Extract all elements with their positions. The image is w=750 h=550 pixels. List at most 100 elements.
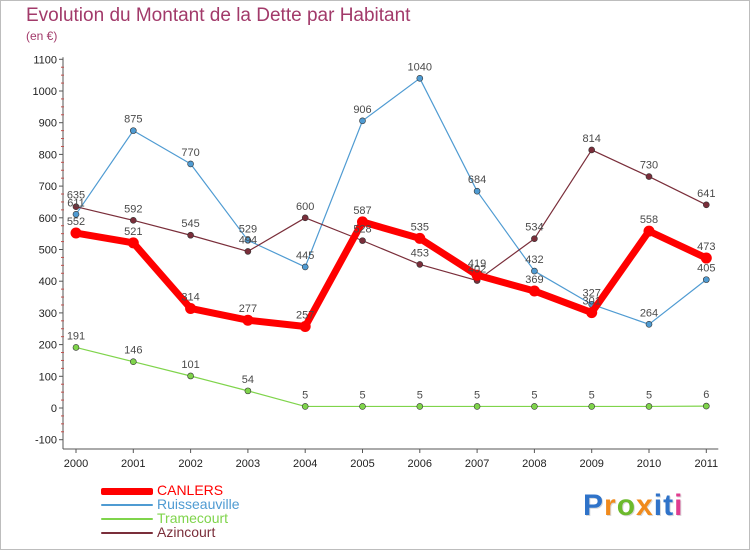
data-label-azincourt: 814 bbox=[583, 133, 601, 145]
x-tick-label: 2005 bbox=[350, 458, 374, 470]
data-label-ruisseauville: 529 bbox=[239, 223, 257, 235]
data-label-azincourt: 528 bbox=[353, 224, 371, 236]
legend-swatch bbox=[101, 532, 153, 534]
data-label-tramecourt: 5 bbox=[646, 389, 652, 401]
legend: CANLERS Ruisseauville Tramecourt Azincourt bbox=[101, 482, 361, 540]
y-tick-label: 900 bbox=[39, 118, 57, 130]
data-point-canlers bbox=[700, 252, 712, 264]
series-line-tramecourt bbox=[75, 346, 707, 408]
data-label-ruisseauville: 327 bbox=[583, 287, 601, 299]
data-point-azincourt bbox=[588, 146, 596, 154]
data-label-azincourt: 534 bbox=[525, 222, 543, 234]
data-label-canlers: 277 bbox=[239, 303, 257, 315]
legend-swatch bbox=[101, 488, 153, 495]
brand-logo: Proxiti bbox=[583, 489, 683, 523]
data-point-azincourt bbox=[244, 248, 252, 255]
y-tick-label: 600 bbox=[39, 213, 57, 225]
data-point-ruisseauville bbox=[645, 321, 653, 328]
data-point-ruisseauville bbox=[187, 160, 194, 168]
data-label-ruisseauville: 611 bbox=[67, 197, 85, 209]
data-point-tramecourt bbox=[72, 344, 80, 351]
y-tick-label: 300 bbox=[39, 308, 57, 320]
legend-item: Ruisseauville bbox=[101, 496, 361, 512]
data-point-azincourt bbox=[416, 261, 424, 268]
data-label-tramecourt: 5 bbox=[474, 389, 480, 401]
data-point-canlers bbox=[643, 225, 655, 237]
data-point-canlers bbox=[471, 269, 483, 281]
data-point-ruisseauville bbox=[301, 263, 309, 271]
data-point-tramecourt bbox=[702, 402, 710, 410]
data-point-azincourt bbox=[645, 173, 653, 180]
data-label-ruisseauville: 770 bbox=[181, 147, 199, 159]
data-point-azincourt bbox=[72, 203, 80, 211]
data-point-azincourt bbox=[130, 217, 137, 224]
data-point-tramecourt bbox=[531, 403, 538, 410]
brand-letter: i bbox=[653, 489, 664, 522]
x-tick-label: 2007 bbox=[465, 458, 489, 470]
data-label-azincourt: 730 bbox=[640, 160, 658, 172]
x-tick-label: 2001 bbox=[121, 458, 145, 470]
data-label-tramecourt: 54 bbox=[242, 374, 254, 386]
data-label-canlers: 535 bbox=[411, 221, 429, 233]
data-label-azincourt: 600 bbox=[296, 201, 314, 213]
y-tick-label: 400 bbox=[39, 276, 57, 288]
brand-letter: i bbox=[674, 489, 684, 522]
data-label-tramecourt: 101 bbox=[181, 359, 199, 371]
data-point-tramecourt bbox=[588, 403, 596, 410]
data-label-azincourt: 453 bbox=[411, 247, 429, 259]
data-point-canlers bbox=[586, 307, 598, 319]
data-label-tramecourt: 5 bbox=[359, 389, 365, 401]
x-tick-label: 2009 bbox=[579, 458, 603, 470]
series-line-ruisseauville bbox=[75, 77, 707, 325]
data-point-tramecourt bbox=[416, 403, 424, 410]
x-tick-label: 2006 bbox=[408, 458, 432, 470]
data-point-canlers bbox=[185, 302, 197, 314]
data-label-ruisseauville: 445 bbox=[296, 250, 314, 262]
data-label-azincourt: 641 bbox=[697, 188, 715, 200]
data-label-ruisseauville: 684 bbox=[468, 174, 486, 186]
legend-item: Tramecourt bbox=[101, 510, 361, 526]
data-label-canlers: 257 bbox=[296, 310, 314, 322]
data-point-ruisseauville bbox=[702, 276, 710, 283]
data-label-canlers: 473 bbox=[697, 241, 715, 253]
data-label-tramecourt: 146 bbox=[124, 345, 142, 357]
y-tick-label: 0 bbox=[51, 403, 57, 415]
data-point-azincourt bbox=[531, 235, 538, 243]
data-label-azincourt: 545 bbox=[181, 218, 199, 230]
data-point-ruisseauville bbox=[130, 127, 137, 134]
data-point-ruisseauville bbox=[531, 267, 538, 275]
data-point-tramecourt bbox=[473, 403, 481, 410]
brand-letter: o bbox=[616, 489, 637, 522]
x-tick-label: 2011 bbox=[694, 458, 718, 470]
x-tick-label: 2008 bbox=[522, 458, 546, 470]
data-point-tramecourt bbox=[187, 372, 194, 380]
data-point-tramecourt bbox=[244, 387, 252, 395]
data-label-tramecourt: 6 bbox=[703, 389, 709, 401]
data-label-ruisseauville: 432 bbox=[525, 254, 543, 266]
y-tick-label: 100 bbox=[39, 371, 57, 383]
data-point-ruisseauville bbox=[72, 211, 80, 218]
legend-label: Tramecourt bbox=[157, 510, 229, 526]
data-point-ruisseauville bbox=[416, 75, 424, 82]
chart-title: Evolution du Montant de la Dette par Hab… bbox=[26, 5, 411, 26]
data-point-azincourt bbox=[301, 214, 309, 222]
y-tick-label: 500 bbox=[39, 245, 57, 257]
y-tick-label: 800 bbox=[39, 149, 57, 161]
series-line-canlers bbox=[72, 218, 710, 331]
x-tick-label: 2004 bbox=[293, 458, 317, 470]
brand-letter: x bbox=[636, 489, 654, 522]
data-label-canlers: 552 bbox=[67, 216, 85, 228]
legend-item: CANLERS bbox=[101, 482, 361, 498]
x-tick-label: 2000 bbox=[64, 458, 88, 470]
brand-letter: P bbox=[583, 489, 605, 522]
data-point-canlers bbox=[414, 232, 426, 244]
data-label-ruisseauville: 264 bbox=[640, 307, 658, 319]
legend-label: Ruisseauville bbox=[157, 496, 240, 512]
y-tick-label: 1000 bbox=[33, 86, 57, 98]
legend-item: Azincourt bbox=[101, 524, 361, 540]
data-label-ruisseauville: 405 bbox=[697, 263, 715, 275]
brand-letter: t bbox=[663, 489, 675, 522]
x-tick-label: 2003 bbox=[236, 458, 260, 470]
data-point-ruisseauville bbox=[359, 117, 366, 125]
